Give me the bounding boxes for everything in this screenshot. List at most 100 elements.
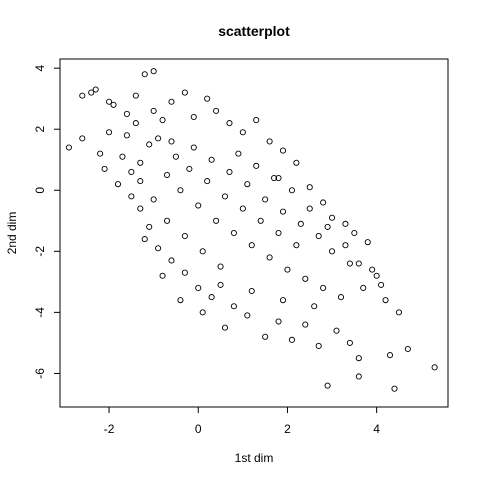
data-point xyxy=(217,281,224,288)
data-point xyxy=(351,229,358,237)
data-point xyxy=(302,321,309,328)
data-point xyxy=(168,257,175,264)
points-layer xyxy=(65,68,438,392)
data-point xyxy=(137,205,144,212)
data-point xyxy=(311,303,318,310)
data-point xyxy=(244,312,251,319)
data-point xyxy=(213,107,220,114)
data-point xyxy=(275,174,282,182)
data-point xyxy=(172,153,179,160)
data-point xyxy=(302,275,309,282)
data-point xyxy=(181,232,188,240)
data-point xyxy=(279,147,287,154)
data-point xyxy=(328,214,336,221)
data-point xyxy=(155,245,162,252)
data-point xyxy=(168,98,175,105)
data-point xyxy=(97,150,104,157)
data-point xyxy=(190,113,197,121)
data-point xyxy=(155,135,162,142)
data-point xyxy=(123,132,130,139)
data-point xyxy=(253,117,260,124)
data-point xyxy=(177,297,184,304)
data-point xyxy=(324,382,331,389)
data-point xyxy=(106,129,113,136)
data-point xyxy=(386,352,394,359)
data-point xyxy=(315,232,322,240)
data-point xyxy=(137,159,144,166)
data-point xyxy=(65,144,72,151)
data-point xyxy=(230,229,237,237)
data-point xyxy=(378,281,385,288)
data-point xyxy=(239,129,246,136)
data-point xyxy=(337,294,345,301)
data-point xyxy=(132,120,139,127)
data-point xyxy=(217,263,224,270)
data-point xyxy=(226,120,233,127)
data-point xyxy=(320,284,327,292)
data-point xyxy=(248,242,255,249)
data-point xyxy=(262,333,269,340)
data-point xyxy=(150,196,157,203)
data-point xyxy=(235,150,242,157)
data-point xyxy=(346,260,353,267)
data-point xyxy=(213,217,220,224)
data-point xyxy=(266,254,273,261)
data-point xyxy=(186,165,193,172)
data-point xyxy=(119,153,126,160)
data-point xyxy=(221,193,229,200)
data-point xyxy=(239,205,246,212)
data-point xyxy=(271,174,278,182)
data-point xyxy=(146,141,153,148)
data-point xyxy=(369,266,376,273)
y-axis-label: 2nd dim xyxy=(5,212,19,255)
data-point xyxy=(163,171,171,179)
data-point xyxy=(355,373,362,380)
data-point xyxy=(395,309,402,316)
data-point xyxy=(324,223,331,230)
data-point xyxy=(128,193,135,200)
data-point xyxy=(195,202,202,209)
data-point xyxy=(195,284,202,292)
data-point xyxy=(279,208,287,215)
data-point xyxy=(132,92,139,99)
data-point xyxy=(181,89,188,96)
x-tick-label: -2 xyxy=(104,422,115,436)
data-point xyxy=(364,239,371,246)
data-point xyxy=(266,138,273,145)
data-point xyxy=(284,266,291,273)
data-point xyxy=(123,110,130,117)
x-tick-label: 4 xyxy=(373,422,380,436)
x-axis: -2 0 2 4 xyxy=(104,407,380,436)
data-point xyxy=(355,355,362,362)
data-point xyxy=(293,242,300,249)
data-point xyxy=(404,345,411,353)
y-axis: -6 -4 -2 0 2 4 xyxy=(33,65,60,379)
plot-frame xyxy=(59,58,449,408)
data-point xyxy=(333,327,340,334)
data-point xyxy=(88,89,95,96)
data-point xyxy=(262,196,269,203)
chart-title: scatterplot xyxy=(218,23,290,39)
data-point xyxy=(248,287,255,295)
data-point xyxy=(141,236,148,243)
data-point xyxy=(346,339,353,346)
data-point xyxy=(342,220,349,227)
data-point xyxy=(150,107,157,114)
data-point xyxy=(150,68,157,75)
data-point xyxy=(146,223,153,230)
data-point xyxy=(92,86,99,93)
data-point xyxy=(79,92,86,99)
y-tick-label: -6 xyxy=(33,368,47,379)
x-tick-label: 0 xyxy=(195,422,202,436)
data-point xyxy=(288,336,295,343)
data-point xyxy=(373,272,380,279)
data-point xyxy=(315,342,322,350)
data-point xyxy=(114,181,122,188)
data-point xyxy=(159,117,166,124)
data-point xyxy=(190,144,197,151)
x-tick-label: 2 xyxy=(284,422,291,436)
data-point xyxy=(79,135,86,142)
data-point xyxy=(275,229,282,237)
data-point xyxy=(391,385,398,392)
